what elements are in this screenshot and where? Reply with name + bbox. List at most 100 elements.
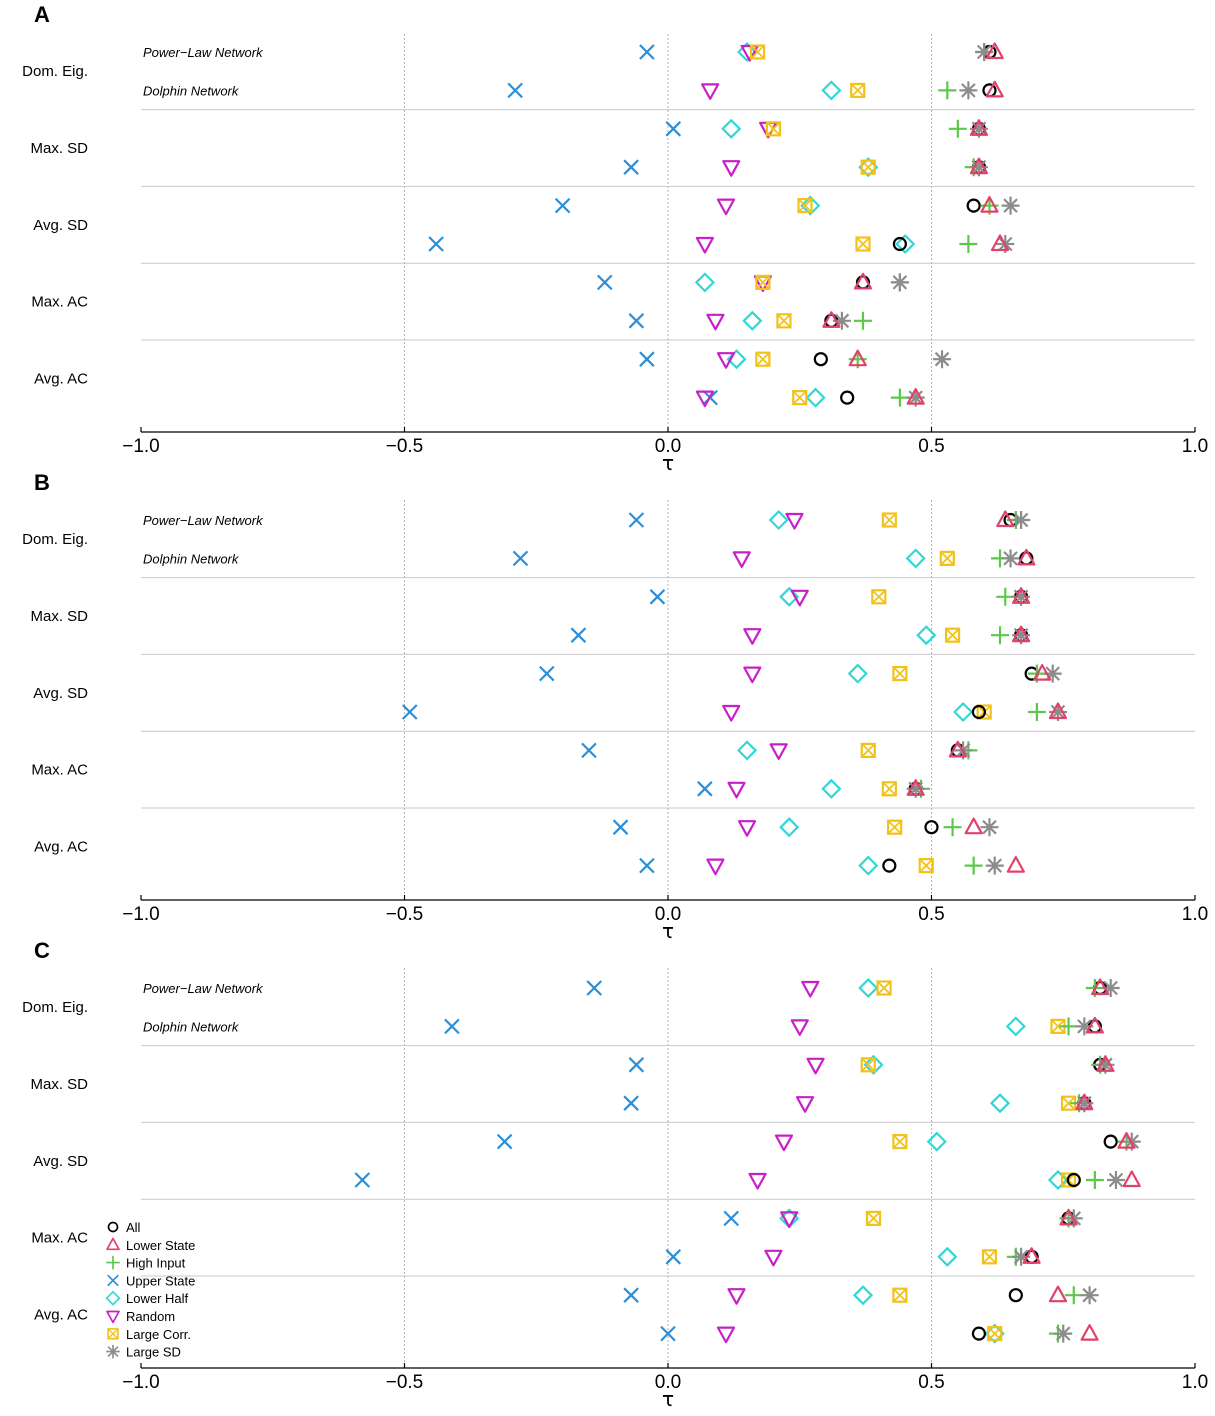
data-point-large-sd bbox=[1012, 1247, 1031, 1266]
data-point-lower-state bbox=[1085, 1016, 1104, 1034]
network-label: Power−Law Network bbox=[143, 45, 264, 60]
plus-icon bbox=[106, 1255, 120, 1270]
data-point-lower-state bbox=[985, 42, 1004, 60]
legend-label: Large SD bbox=[126, 1345, 181, 1360]
legend-label: All bbox=[126, 1220, 141, 1235]
data-point-upper-state bbox=[660, 1325, 676, 1342]
data-point-large-corr bbox=[981, 1249, 998, 1265]
data-point-upper-state bbox=[496, 1133, 513, 1150]
data-point-large-corr bbox=[797, 198, 813, 214]
data-point-all bbox=[924, 820, 939, 835]
data-point-upper-state bbox=[628, 512, 645, 528]
data-point-large-sd bbox=[1080, 1286, 1099, 1305]
data-point-large-corr bbox=[892, 665, 908, 682]
data-point-large-sd bbox=[1012, 587, 1031, 606]
circle-icon bbox=[107, 1221, 119, 1233]
data-point-large-sd bbox=[832, 311, 851, 330]
data-point-large-sd bbox=[1001, 196, 1020, 215]
diamond-icon bbox=[105, 1290, 121, 1306]
data-point-large-sd bbox=[933, 350, 952, 369]
data-point-large-corr bbox=[871, 589, 887, 605]
data-point-large-corr bbox=[860, 159, 876, 175]
data-point-large-sd bbox=[1106, 1171, 1125, 1189]
data-point-upper-state bbox=[623, 159, 639, 175]
data-point-random bbox=[732, 551, 751, 568]
data-point-lower-state bbox=[906, 779, 925, 796]
data-point-upper-state bbox=[354, 1172, 371, 1188]
data-point-lower-state bbox=[1091, 978, 1110, 996]
x-tick-label: 0.5 bbox=[918, 1372, 944, 1393]
data-point-lower-state bbox=[1033, 664, 1052, 681]
data-point-upper-state bbox=[554, 197, 571, 214]
data-point-upper-state bbox=[723, 1210, 740, 1227]
group-label: Dom. Eig. bbox=[22, 999, 88, 1016]
legend-label: Random bbox=[126, 1309, 175, 1324]
data-point-all bbox=[971, 704, 987, 720]
data-point-random bbox=[716, 352, 736, 369]
data-point-large-corr bbox=[755, 274, 771, 290]
data-point-large-sd bbox=[906, 779, 925, 798]
data-point-lower-half bbox=[953, 701, 974, 723]
data-point-high-input bbox=[964, 856, 983, 875]
data-point-high-input bbox=[890, 388, 909, 407]
legend-item: Random bbox=[106, 1309, 175, 1324]
data-point-large-sd bbox=[1043, 664, 1062, 683]
data-point-random bbox=[737, 820, 757, 837]
data-point-lower-state bbox=[1080, 1324, 1099, 1341]
data-point-large-sd bbox=[1001, 549, 1020, 568]
data-point-lower-state bbox=[1017, 548, 1036, 566]
data-point-high-input bbox=[1027, 703, 1046, 721]
data-point-lower-state bbox=[1011, 625, 1031, 643]
data-point-random bbox=[774, 1134, 794, 1152]
data-point-lower-state bbox=[969, 119, 989, 136]
data-point-large-corr bbox=[755, 351, 771, 367]
data-point-large-sd bbox=[969, 119, 988, 138]
data-point-random bbox=[764, 1249, 783, 1267]
group-label: Max. AC bbox=[31, 762, 88, 779]
data-point-large-sd bbox=[1048, 703, 1067, 721]
data-point-lower-state bbox=[1059, 1208, 1078, 1226]
data-point-lower-state bbox=[948, 740, 967, 758]
data-point-upper-state bbox=[612, 819, 629, 835]
data-point-upper-state bbox=[539, 665, 555, 682]
panel-C: C Dom. Eig. Max. SD Avg. SD Max. AC Avg. AC Po… bbox=[22, 938, 1208, 1411]
data-point-random bbox=[743, 628, 762, 645]
data-point-lower-state bbox=[1048, 702, 1068, 720]
data-point-lower-state bbox=[969, 157, 989, 175]
group-label: Dom. Eig. bbox=[22, 63, 88, 80]
data-point-lower-half bbox=[926, 1131, 947, 1152]
data-point-large-sd bbox=[975, 43, 994, 61]
data-point-lower-half bbox=[779, 817, 800, 838]
data-point-large-corr bbox=[939, 550, 955, 567]
data-point-all bbox=[1008, 1288, 1023, 1303]
data-point-random bbox=[695, 236, 714, 254]
data-point-large-corr bbox=[865, 1210, 882, 1227]
data-point-upper-state bbox=[586, 980, 602, 996]
x-tick-label: 0.0 bbox=[655, 904, 681, 925]
data-point-all bbox=[840, 390, 855, 405]
data-point-lower-half bbox=[905, 548, 926, 569]
legend-label: Lower State bbox=[126, 1238, 195, 1253]
data-point-lower-half bbox=[821, 80, 842, 101]
group-label: Avg. SD bbox=[33, 685, 88, 702]
data-point-upper-state bbox=[639, 857, 655, 874]
data-point-large-sd bbox=[1101, 979, 1120, 997]
data-point-lower-half bbox=[736, 41, 758, 63]
data-point-lower-state bbox=[822, 311, 841, 328]
x-axis-label: τ bbox=[662, 1387, 674, 1411]
data-point-lower-half bbox=[1047, 1169, 1069, 1191]
data-point-lower-state bbox=[996, 510, 1015, 528]
data-point-random bbox=[806, 1057, 825, 1075]
group-label: Max. AC bbox=[31, 294, 88, 311]
data-point-lower-state bbox=[853, 272, 873, 290]
data-point-random bbox=[722, 704, 741, 722]
data-point-large-corr bbox=[881, 512, 897, 528]
panel-label: A bbox=[34, 2, 50, 27]
data-point-lower-state bbox=[906, 388, 925, 405]
data-point-upper-state bbox=[623, 1095, 639, 1111]
x-tick-label: 0.5 bbox=[918, 436, 944, 457]
data-point-large-sd bbox=[1012, 511, 1031, 529]
data-point-high-input bbox=[991, 626, 1010, 645]
data-point-high-input bbox=[948, 119, 967, 138]
